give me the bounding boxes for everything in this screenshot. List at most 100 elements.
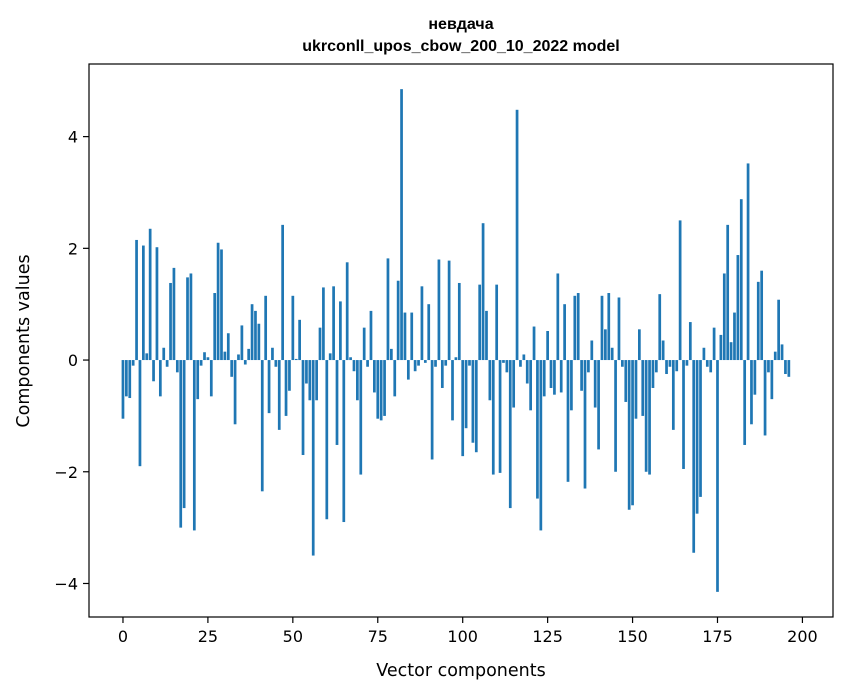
bar-118: [522, 354, 526, 361]
bar-75: [376, 360, 380, 419]
bar-182: [739, 199, 743, 361]
bar-184: [746, 163, 750, 361]
bar-45: [274, 360, 278, 367]
x-axis: 0 25 50 75 100 125 150 175 200: [118, 617, 818, 646]
y-axis-label: Components values: [14, 254, 34, 427]
bar-120: [529, 360, 532, 411]
bar-4: [135, 239, 138, 361]
bar-160: [665, 360, 668, 375]
bar-2: [128, 360, 132, 399]
bar-72: [366, 360, 369, 367]
bar-26: [209, 360, 213, 397]
bar-105: [478, 284, 482, 361]
bar-188: [760, 270, 764, 361]
bar-122: [536, 360, 539, 499]
bar-13: [165, 360, 169, 367]
bar-38: [250, 304, 254, 361]
bar-59: [322, 287, 325, 361]
bar-100: [461, 360, 465, 457]
bar-137: [587, 360, 590, 373]
bar-135: [580, 360, 583, 391]
bar-108: [488, 360, 492, 401]
bar-32: [230, 360, 234, 377]
bar-165: [682, 360, 685, 469]
x-tick-label: 50: [283, 627, 303, 646]
chart-subtitle: ukrconll_upos_cbow_200_10_2022 model: [302, 38, 619, 55]
bar-1: [125, 360, 128, 397]
bar-133: [573, 295, 577, 361]
bar-124: [542, 360, 546, 397]
bar-109: [491, 360, 495, 475]
bar-40: [257, 323, 261, 361]
bar-57: [315, 360, 318, 401]
bar-0: [121, 360, 125, 419]
y-tick-label: 0: [68, 351, 78, 370]
bar-17: [179, 360, 183, 528]
bar-30: [223, 351, 227, 361]
bar-55: [308, 360, 312, 401]
bar-80: [393, 360, 397, 397]
bar-11: [158, 360, 162, 397]
bar-147: [621, 360, 624, 367]
bar-121: [532, 326, 536, 361]
bar-172: [705, 360, 709, 367]
bar-107: [485, 310, 488, 361]
bar-69: [356, 360, 359, 401]
bar-162: [671, 360, 675, 430]
bar-91: [430, 360, 434, 460]
bar-152: [638, 329, 641, 361]
bar-171: [702, 347, 706, 361]
bar-103: [471, 360, 475, 443]
bar-31: [226, 333, 230, 361]
bar-64: [339, 301, 342, 361]
bar-189: [763, 360, 767, 436]
x-tick-label: 75: [368, 627, 388, 646]
bar-166: [685, 360, 689, 366]
bar-175: [716, 360, 719, 592]
bar-18: [182, 360, 186, 509]
x-tick-label: 125: [532, 627, 563, 646]
bar-60: [325, 360, 329, 520]
bar-115: [512, 360, 516, 408]
bar-9: [152, 360, 155, 382]
bar-74: [373, 360, 376, 393]
bar-134: [576, 293, 580, 361]
bars-group: [121, 89, 791, 592]
bar-113: [505, 360, 509, 373]
bar-77: [383, 360, 386, 416]
bar-23: [199, 360, 203, 366]
bar-29: [220, 249, 223, 361]
bar-186: [753, 360, 757, 395]
bar-153: [641, 360, 645, 416]
bar-44: [271, 347, 274, 361]
bar-126: [549, 360, 553, 388]
y-axis: −4 −2 0 2 4: [54, 128, 89, 593]
bar-71: [362, 327, 366, 361]
bar-142: [604, 329, 607, 361]
bar-159: [661, 340, 665, 361]
bar-15: [172, 267, 176, 361]
y-tick-label: −2: [54, 463, 78, 482]
bar-86: [413, 360, 417, 372]
bar-79: [390, 348, 393, 361]
bar-161: [668, 360, 672, 367]
bar-155: [648, 360, 651, 475]
bar-61: [328, 353, 332, 361]
bar-116: [515, 109, 519, 361]
bar-92: [434, 360, 437, 367]
bar-19: [186, 277, 189, 361]
x-tick-label: 100: [447, 627, 478, 646]
bar-129: [559, 360, 563, 393]
bar-114: [508, 360, 512, 509]
bar-27: [213, 293, 217, 361]
bar-191: [770, 360, 774, 400]
bar-96: [447, 260, 451, 361]
bar-20: [189, 273, 193, 361]
plot-frame: [88, 63, 834, 618]
bar-143: [607, 293, 611, 361]
bar-14: [169, 282, 172, 361]
bar-146: [617, 297, 621, 361]
bar-97: [451, 360, 454, 421]
bar-5: [138, 360, 142, 467]
